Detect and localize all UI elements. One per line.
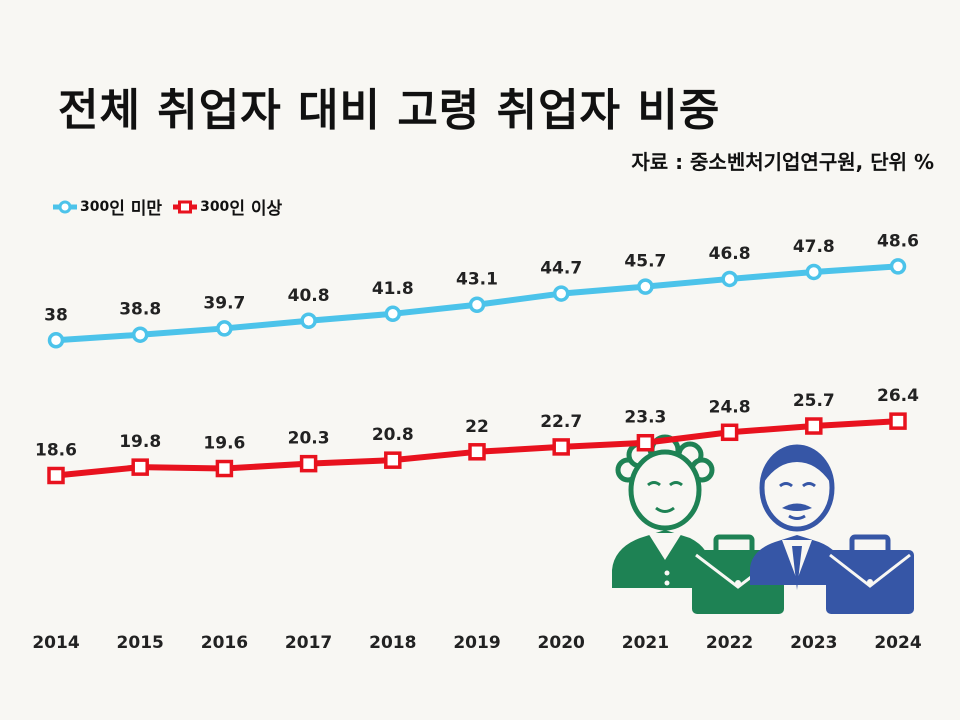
data-point xyxy=(468,296,486,313)
blue-briefcase-icon xyxy=(826,534,914,614)
x-tick-label: 2014 xyxy=(32,633,79,653)
data-label: 38 xyxy=(44,305,68,325)
data-label: 48.6 xyxy=(877,231,919,251)
data-label: 40.8 xyxy=(288,286,330,306)
data-point xyxy=(300,312,317,330)
x-tick-label: 2022 xyxy=(706,633,753,653)
data-point xyxy=(47,332,65,349)
data-label: 46.8 xyxy=(709,244,751,264)
data-point xyxy=(215,459,234,478)
data-label: 38.8 xyxy=(119,300,161,320)
data-label: 22.7 xyxy=(540,412,582,432)
data-point xyxy=(805,417,823,435)
data-label: 18.6 xyxy=(35,441,77,461)
data-label: 23.3 xyxy=(624,408,666,428)
data-label: 20.3 xyxy=(288,429,330,449)
data-point xyxy=(889,258,907,275)
legend-line-square-icon xyxy=(173,200,198,213)
data-point xyxy=(131,458,149,476)
data-point xyxy=(131,326,149,343)
data-point xyxy=(216,320,233,337)
data-label: 47.8 xyxy=(793,237,835,257)
data-point xyxy=(805,263,823,281)
legend-line-circle-icon xyxy=(53,200,77,213)
data-point xyxy=(552,438,570,456)
source-note: 자료 : 중소벤처기업연구원, 단위 % xyxy=(631,150,934,174)
data-label: 41.8 xyxy=(372,279,414,299)
data-label: 44.7 xyxy=(540,259,582,279)
x-tick-label: 2017 xyxy=(285,633,332,653)
data-point xyxy=(889,412,907,430)
elderly-man-icon xyxy=(750,444,842,590)
x-tick-label: 2024 xyxy=(874,633,921,653)
x-tick-label: 2015 xyxy=(117,633,164,653)
legend-number: 300 xyxy=(200,198,230,215)
data-label: 45.7 xyxy=(624,252,666,272)
data-point xyxy=(299,454,318,473)
legend-label: 인 이상 xyxy=(229,199,283,219)
legend: 300 인 미만 300 인 이상 xyxy=(52,194,292,219)
data-label: 19.6 xyxy=(203,434,245,454)
legend-number: 300 xyxy=(80,198,110,215)
data-label: 19.8 xyxy=(119,432,161,452)
data-point xyxy=(637,278,654,295)
data-point xyxy=(721,270,738,288)
legend-item-over-300: 300 인 이상 xyxy=(172,194,282,219)
data-point xyxy=(636,433,655,452)
x-tick-label: 2018 xyxy=(369,633,416,653)
data-label: 25.7 xyxy=(793,391,835,411)
series-over-300: 18.6 19.8 19.6 20.3 20.8 22 22.7 23.3 24.8 25.7 26… xyxy=(35,386,919,485)
data-point xyxy=(720,423,739,442)
x-axis: 2014 2015 2016 2017 2018 2019 2020 2021 2022 2023… xyxy=(32,633,921,653)
elderly-woman-icon xyxy=(612,434,715,588)
data-point xyxy=(47,466,65,485)
data-point xyxy=(468,443,486,461)
data-label: 22 xyxy=(465,417,489,437)
data-point xyxy=(384,451,402,469)
elderly-workers-illustration xyxy=(612,434,914,614)
x-tick-label: 2020 xyxy=(538,633,585,653)
x-tick-label: 2023 xyxy=(790,633,837,653)
data-point xyxy=(552,285,570,302)
series-layer: 38 38.8 39.7 40.8 41.8 43.1 44.7 45.7 46.8 47.8 48… xyxy=(35,231,919,485)
data-label: 26.4 xyxy=(877,386,919,406)
x-tick-label: 2019 xyxy=(453,633,500,653)
x-tick-label: 2016 xyxy=(201,633,248,653)
chart-title: 전체 취업자 대비 고령 취업자 비중 xyxy=(58,85,721,136)
data-label: 43.1 xyxy=(456,270,498,290)
legend-label: 인 미만 xyxy=(109,199,163,219)
data-label: 24.8 xyxy=(709,397,751,417)
x-tick-label: 2021 xyxy=(622,633,669,653)
data-label: 39.7 xyxy=(203,293,245,313)
series-under-300: 38 38.8 39.7 40.8 41.8 43.1 44.7 45.7 46.8 47.8 48… xyxy=(44,231,919,349)
data-point xyxy=(384,305,402,323)
legend-item-under-300: 300 인 미만 xyxy=(52,194,162,219)
data-label: 20.8 xyxy=(372,425,414,445)
